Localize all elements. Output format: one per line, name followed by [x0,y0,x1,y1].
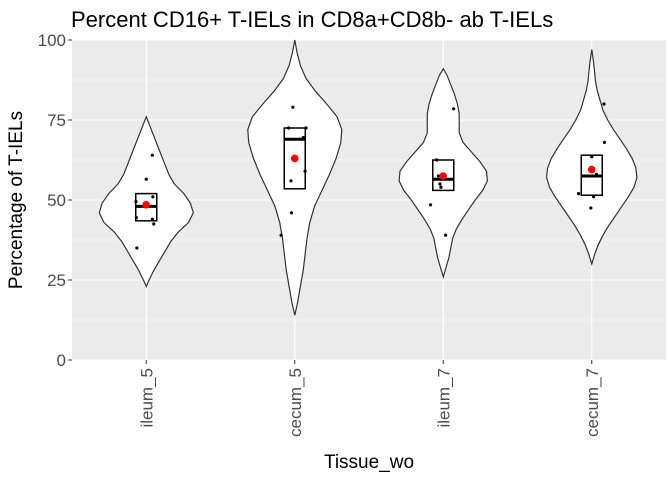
y-tick-label: 75 [47,111,66,130]
x-tick-label: cecum_5 [286,368,305,437]
data-point [135,246,139,250]
y-tick-label: 50 [47,191,66,210]
axes: 0 25 50 75 100 ileum_5 cecum_5 ileum_7 cecum_7 [38,31,602,437]
mean-point [290,154,299,163]
data-point [134,200,138,204]
data-point [287,126,291,130]
x-tick-label: ileum_7 [434,368,453,428]
data-point [436,174,441,178]
violin-group-ileum_7 [398,67,489,279]
data-point [303,169,307,173]
chart-title: Percent CD16+ T-IELs in CD8a+CD8b- ab T-… [71,7,553,32]
data-point [152,222,156,226]
data-point [592,195,596,199]
data-point [438,182,442,186]
data-point [594,172,599,176]
y-tick-label: 25 [47,271,66,290]
data-point [291,105,295,109]
data-point [301,136,305,140]
data-point [435,158,439,162]
data-point [289,211,294,215]
box [432,159,455,192]
violin [247,39,343,316]
data-point [144,177,148,181]
violin-group-cecum_7 [545,49,638,267]
data-point [602,140,607,144]
x-axis-label: Tissue_wo [324,452,414,473]
data-point [428,203,433,207]
data-point [304,126,308,130]
data-point [451,107,456,111]
data-point [151,195,155,199]
data-point [590,155,594,159]
data-point [602,102,606,106]
y-tick-label: 0 [57,351,66,370]
mean-point [142,201,151,209]
y-tick-label: 100 [38,31,66,50]
violin-group-ileum_5 [98,115,194,288]
x-tick-label: cecum_7 [583,368,602,437]
data-point [439,185,443,189]
data-point [589,206,593,210]
data-point [279,233,283,237]
mean-point [439,172,448,180]
data-point [289,179,293,183]
violins [98,39,638,316]
mean-point [587,165,596,174]
data-point [150,153,154,157]
box [283,127,306,190]
x-tick-label: ileum_5 [137,368,156,428]
y-axis-label: Percentage of T-IELs [6,111,27,289]
data-point [576,192,581,196]
data-point [444,233,448,237]
data-point [150,217,154,221]
violin-group-cecum_5 [247,39,343,316]
data-point [134,216,138,220]
